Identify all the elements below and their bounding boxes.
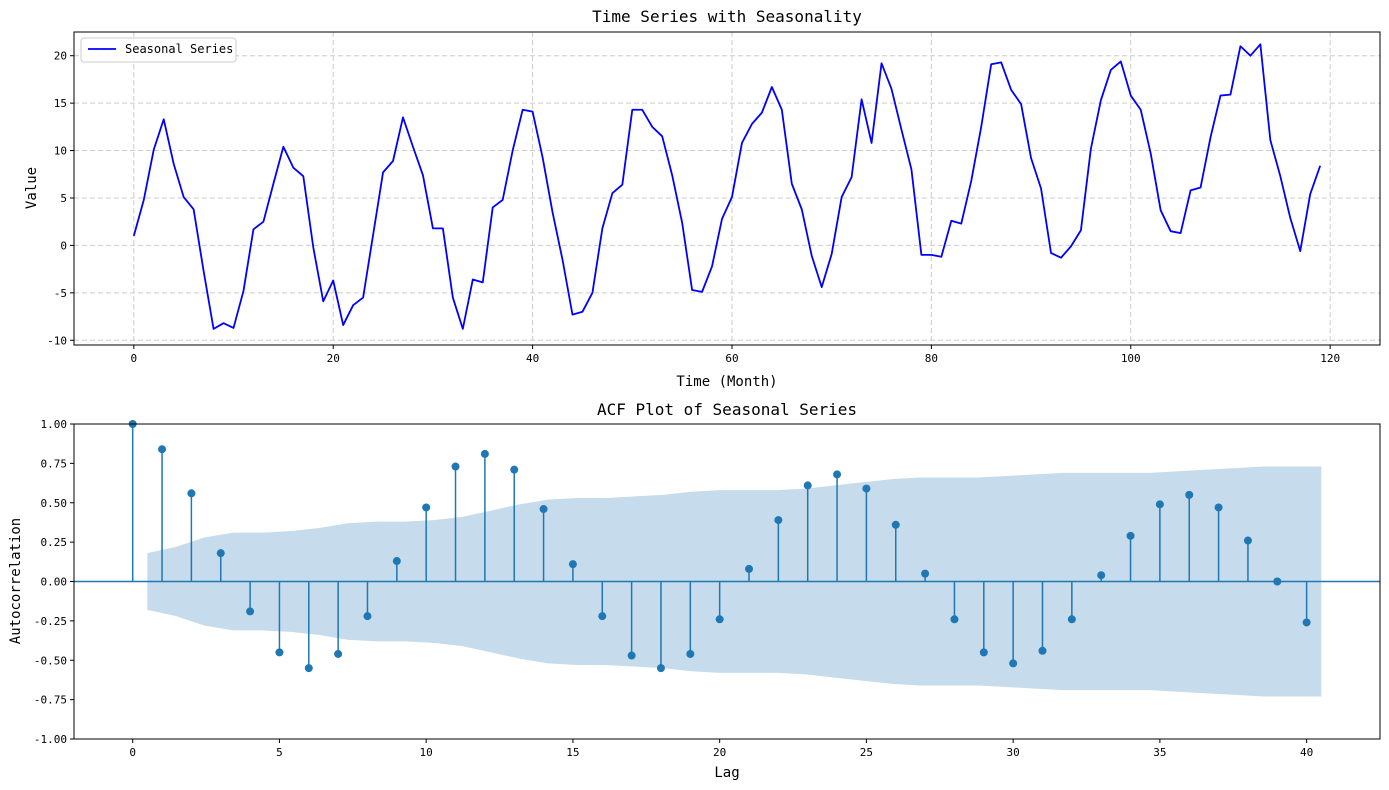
acf-marker bbox=[745, 564, 754, 573]
time-series-y-ticks: -10 -5 0 5 10 15 20 bbox=[47, 50, 74, 347]
acf-ylabel: Autocorrelation bbox=[8, 518, 24, 644]
y-tick-label: 0 bbox=[60, 239, 67, 252]
acf-marker bbox=[1214, 503, 1223, 512]
acf-marker bbox=[539, 505, 548, 514]
legend: Seasonal Series bbox=[80, 37, 237, 63]
acf-marker bbox=[715, 615, 724, 624]
time-series-xlabel: Time (Month) bbox=[676, 374, 777, 390]
acf-marker bbox=[1302, 618, 1311, 627]
acf-marker bbox=[158, 445, 167, 454]
acf-marker bbox=[1009, 659, 1018, 668]
acf-marker bbox=[275, 648, 284, 657]
time-series-ylabel: Value bbox=[24, 167, 40, 209]
x-tick-label: 60 bbox=[725, 352, 738, 365]
acf-marker bbox=[774, 516, 783, 525]
acf-marker bbox=[216, 549, 225, 558]
acf-marker bbox=[334, 649, 343, 658]
series-line-seasonal bbox=[132, 43, 1322, 330]
acf-chart: ACF Plot of Seasonal Series 0 5 10 15 20 25 30… bbox=[8, 400, 1381, 781]
time-series-plot-area bbox=[132, 43, 1322, 330]
acf-marker bbox=[422, 503, 431, 512]
acf-frame bbox=[73, 423, 1381, 740]
acf-marker bbox=[187, 489, 196, 498]
acf-marker bbox=[833, 470, 842, 479]
acf-marker bbox=[891, 520, 900, 529]
acf-title: ACF Plot of Seasonal Series bbox=[597, 400, 857, 419]
time-series-title: Time Series with Seasonality bbox=[592, 7, 862, 26]
acf-marker bbox=[1273, 577, 1282, 586]
time-series-chart: Time Series with Seasonality 0 20 40 60 80 10… bbox=[24, 7, 1381, 390]
y-tick-label: -0.50 bbox=[34, 654, 67, 667]
y-tick-label: 0.50 bbox=[41, 497, 68, 510]
x-tick-label: 25 bbox=[860, 746, 873, 759]
acf-marker bbox=[246, 607, 255, 616]
acf-marker bbox=[803, 481, 812, 490]
y-tick-label: -5 bbox=[54, 287, 67, 300]
x-tick-label: 40 bbox=[1300, 746, 1313, 759]
y-tick-label: -1.00 bbox=[34, 733, 67, 746]
acf-marker bbox=[656, 664, 665, 673]
y-tick-label: 0.00 bbox=[41, 576, 68, 589]
acf-marker bbox=[1243, 536, 1252, 545]
acf-marker bbox=[979, 648, 988, 657]
acf-xlabel: Lag bbox=[714, 765, 739, 781]
x-tick-label: 120 bbox=[1320, 352, 1340, 365]
acf-marker bbox=[598, 612, 607, 621]
y-tick-label: 10 bbox=[54, 145, 67, 158]
x-tick-label: 40 bbox=[526, 352, 539, 365]
acf-plot-area bbox=[74, 420, 1380, 697]
y-tick-label: 5 bbox=[60, 192, 67, 205]
acf-marker bbox=[950, 615, 959, 624]
acf-marker bbox=[451, 462, 460, 471]
acf-marker bbox=[304, 664, 313, 673]
time-series-grid bbox=[74, 32, 1380, 345]
acf-marker bbox=[1185, 490, 1194, 499]
x-tick-label: 35 bbox=[1153, 746, 1166, 759]
y-tick-label: 20 bbox=[54, 50, 67, 63]
acf-marker bbox=[686, 649, 695, 658]
time-series-frame bbox=[73, 31, 1381, 346]
legend-box bbox=[80, 37, 237, 63]
acf-marker bbox=[1067, 615, 1076, 624]
acf-marker bbox=[1038, 646, 1047, 655]
acf-marker bbox=[627, 651, 636, 660]
acf-marker bbox=[1097, 571, 1106, 580]
y-tick-label: 15 bbox=[54, 97, 67, 110]
x-tick-label: 80 bbox=[925, 352, 938, 365]
acf-marker bbox=[510, 465, 519, 474]
acf-marker bbox=[862, 484, 871, 493]
y-tick-label: -0.25 bbox=[34, 615, 67, 628]
y-tick-label: -10 bbox=[47, 334, 67, 347]
acf-marker bbox=[1155, 500, 1164, 509]
time-series-x-ticks: 0 20 40 60 80 100 120 bbox=[131, 345, 1340, 365]
x-tick-label: 20 bbox=[713, 746, 726, 759]
x-tick-label: 0 bbox=[129, 746, 136, 759]
acf-marker bbox=[568, 560, 577, 569]
acf-y-ticks: -1.00 -0.75 -0.50 -0.25 0.00 0.25 0.50 0.75 1.00 bbox=[34, 418, 74, 746]
x-tick-label: 100 bbox=[1121, 352, 1141, 365]
x-tick-label: 20 bbox=[327, 352, 340, 365]
legend-label: Seasonal Series bbox=[125, 42, 233, 56]
acf-marker bbox=[480, 449, 489, 458]
x-tick-label: 5 bbox=[276, 746, 283, 759]
acf-marker bbox=[392, 557, 401, 566]
y-tick-label: -0.75 bbox=[34, 694, 67, 707]
x-tick-label: 0 bbox=[131, 352, 138, 365]
y-tick-label: 1.00 bbox=[41, 418, 68, 431]
y-tick-label: 0.75 bbox=[41, 457, 68, 470]
x-tick-label: 30 bbox=[1007, 746, 1020, 759]
acf-marker bbox=[1126, 531, 1135, 540]
acf-marker bbox=[921, 569, 930, 578]
x-tick-label: 15 bbox=[566, 746, 579, 759]
acf-marker bbox=[363, 612, 372, 621]
x-tick-label: 10 bbox=[420, 746, 433, 759]
acf-x-ticks: 0 5 10 15 20 25 30 35 40 bbox=[129, 739, 1313, 759]
y-tick-label: 0.25 bbox=[41, 536, 68, 549]
